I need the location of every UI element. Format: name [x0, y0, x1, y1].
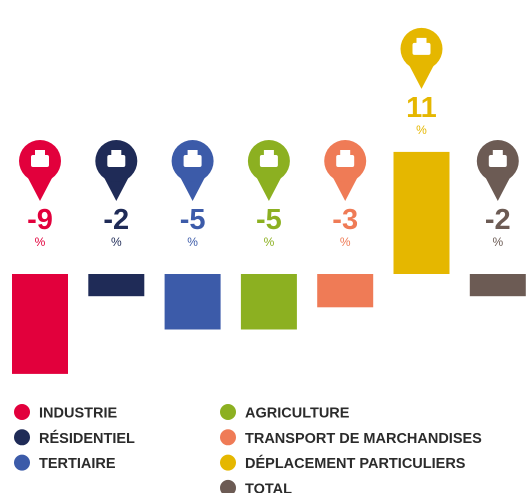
bar: [393, 151, 450, 274]
value-label: 11: [406, 92, 437, 124]
unit-label: %: [111, 235, 122, 249]
icon: [183, 155, 202, 167]
pin-icon: [171, 140, 214, 201]
value-label: -2: [485, 204, 511, 236]
icon: [336, 155, 355, 167]
legend-swatch: [14, 429, 30, 446]
pin-icon: [247, 140, 290, 201]
legend-swatch: [220, 404, 236, 420]
icon: [412, 42, 431, 55]
legend-swatch: [14, 454, 30, 471]
legend-swatch: [220, 454, 236, 471]
icon: [31, 155, 49, 167]
pin: [104, 178, 129, 201]
icon: [492, 150, 503, 156]
value-label: -3: [332, 204, 358, 236]
pin-icon: [400, 27, 443, 89]
legend-swatch: [220, 429, 236, 446]
legend-label: TRANSPORT DE MARCHANDISES: [245, 431, 482, 447]
unit-label: %: [492, 235, 503, 249]
unit-label: %: [35, 235, 46, 249]
pin: [485, 178, 510, 201]
icon: [111, 150, 122, 156]
legend-swatch: [220, 479, 236, 493]
bar: [164, 274, 221, 330]
unit-label: %: [187, 235, 198, 249]
icon: [259, 155, 278, 167]
value-label: -5: [180, 204, 206, 236]
pin: [409, 65, 434, 89]
unit-label: %: [264, 235, 275, 249]
pin-icon: [324, 140, 367, 201]
legend-label: INDUSTRIE: [39, 406, 117, 422]
bar: [88, 274, 145, 297]
legend-label: TERTIAIRE: [39, 456, 116, 472]
value-label: -5: [256, 204, 282, 236]
legend-label: AGRICULTURE: [245, 406, 350, 422]
icon: [263, 150, 274, 156]
bar: [240, 274, 297, 330]
bar: [469, 274, 526, 297]
bar: [317, 274, 374, 308]
value-label: -2: [103, 204, 129, 236]
pin-icon: [19, 140, 61, 201]
pin-icon: [476, 140, 519, 201]
icon: [340, 150, 351, 156]
pin: [256, 178, 281, 201]
icon: [187, 150, 198, 156]
bar: [12, 274, 68, 374]
icon: [35, 150, 45, 156]
pin: [180, 178, 205, 201]
legend-label: TOTAL: [245, 481, 292, 493]
legend-label: RÉSIDENTIEL: [39, 430, 135, 447]
unit-label: %: [416, 123, 427, 137]
pin: [28, 178, 52, 201]
value-label: -9: [27, 204, 53, 236]
icon: [488, 155, 507, 167]
pin-icon: [95, 140, 138, 201]
legend-swatch: [14, 404, 30, 420]
legend-label: DÉPLACEMENT PARTICULIERS: [245, 455, 466, 472]
pin: [333, 178, 358, 201]
unit-label: %: [340, 235, 351, 249]
icon: [416, 37, 427, 44]
icon: [107, 155, 126, 167]
